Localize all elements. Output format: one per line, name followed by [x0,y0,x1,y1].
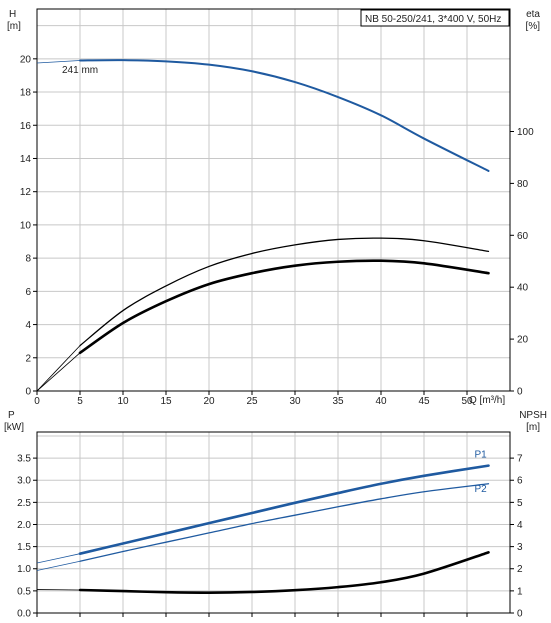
head-right-tick-label: 80 [517,179,529,190]
power-ticks: 0.0 0.5 1.0 1.5 2.0 2.5 3.0 3.5 0 1 2 3 4 5 6 7 [17,454,523,620]
x-tick-label: 30 [289,396,301,407]
series-label-p2: P2 [475,484,488,495]
head-series-1-extension-line [36,345,81,392]
npsh-axis-label-line2: [m] [526,422,540,433]
head-right-tick-label: 0 [517,387,523,398]
p1-curve-line [78,464,490,555]
power-axis-label-line2: [kW] [4,422,24,433]
head-axis-label-line1: H [9,9,16,20]
power-left-tick-label: 1.0 [17,564,31,575]
eta-axis-label-line1: eta [526,9,540,20]
chart-title: NB 50-250/241, 3*400 V, 50Hz [365,14,501,25]
power-left-tick-label: 0.0 [17,609,31,620]
head-ticks: 0 5 10 15 20 25 30 35 40 45 50 0 2 4 6 8 10 12 14 16 18 20 0 20… [20,54,534,407]
power-curves: P1 P2 [36,450,490,594]
head-series-1-curve-line [79,237,490,347]
p1-extension-line [36,553,81,564]
x-tick-label: 20 [203,396,215,407]
p2-curve-line [79,483,490,562]
x-tick-label: 45 [418,396,430,407]
power-right-tick-label: 2 [517,564,523,575]
power-left-tick-label: 2.5 [17,498,31,509]
power-right-tick-label: 5 [517,498,523,509]
head-left-tick-label: 0 [25,387,31,398]
x-tick-label: 40 [375,396,387,407]
head-efficiency-panel: 0 5 10 15 20 25 30 35 40 45 50 0 2 4 6 8 10 12 14 16 18 20 0 20… [7,8,541,407]
head-curves [36,59,490,392]
head-right-tick-label: 40 [517,283,529,294]
head-left-tick-label: 6 [25,287,31,298]
power-series-2-curve-line [78,551,490,594]
power-right-tick-label: 1 [517,586,523,597]
head-series-2-curve-line [78,259,490,355]
power-axis-label-line1: P [8,410,15,421]
power-plot-frame [36,431,511,614]
head-right-tick-label: 100 [517,127,534,138]
series-label-p1: P1 [475,450,488,461]
x-tick-label: 5 [77,396,83,407]
x-tick-label: 35 [332,396,344,407]
power-right-tick-label: 7 [517,454,523,465]
head-right-tick-label: 60 [517,231,529,242]
head-grid [37,9,510,391]
head-left-tick-label: 2 [25,353,31,364]
p2-extension-line [36,560,81,571]
power-left-tick-label: 1.5 [17,542,31,553]
eta-axis-label-line2: [%] [526,21,541,32]
impeller-diameter-annotation: 241 mm [62,65,98,76]
title-box [360,9,510,27]
power-right-tick-label: 4 [517,520,523,531]
x-tick-label: 25 [246,396,258,407]
x-tick-label: 0 [34,396,40,407]
head-series-2-extension-line [36,352,81,392]
npsh-axis-label-line1: NPSH [519,410,547,421]
241-mm-curve-line [79,59,490,172]
power-left-tick-label: 3.5 [17,454,31,465]
power-right-tick-label: 3 [517,542,523,553]
x-tick-label: 10 [117,396,129,407]
power-grid [37,432,510,613]
head-left-tick-label: 12 [20,187,32,198]
head-left-tick-label: 16 [20,121,32,132]
head-left-tick-label: 4 [25,320,31,331]
head-plot-frame [36,8,511,392]
head-right-tick-label: 20 [517,335,529,346]
241-mm-extension-line [36,60,81,64]
power-right-tick-label: 0 [517,609,523,620]
head-left-tick-label: 10 [20,220,32,231]
head-axis-label-line2: [m] [7,21,21,32]
head-left-tick-label: 8 [25,254,31,265]
head-left-tick-label: 20 [20,54,32,65]
power-left-tick-label: 3.0 [17,476,31,487]
head-left-tick-label: 14 [20,154,32,165]
x-tick-label: 50 [461,396,473,407]
x-tick-label: 15 [160,396,172,407]
power-left-tick-label: 0.5 [17,586,31,597]
x-axis-label: Q [m³/h] [469,395,505,406]
head-left-tick-label: 18 [20,88,32,99]
power-left-tick-label: 2.0 [17,520,31,531]
power-right-tick-label: 6 [517,476,523,487]
